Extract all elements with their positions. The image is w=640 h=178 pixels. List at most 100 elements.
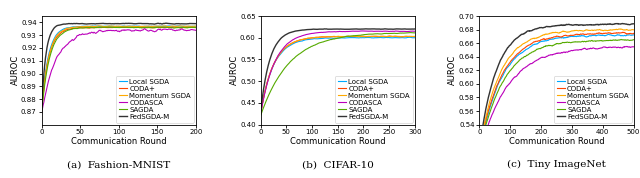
Momentum SGDA	[324, 36, 332, 38]
SAGDA	[476, 151, 483, 154]
Legend: Local SGDA, CODA+, Momentum SGDA, CODASCA, SAGDA, FedSGDA-M: Local SGDA, CODA+, Momentum SGDA, CODASC…	[116, 76, 194, 122]
FedSGDA-M	[400, 28, 408, 30]
CODA+	[577, 33, 584, 35]
Momentum SGDA	[520, 42, 528, 44]
Line: Local SGDA: Local SGDA	[260, 37, 415, 114]
Momentum SGDA	[95, 25, 102, 27]
Local SGDA	[319, 37, 326, 40]
CODA+	[94, 26, 102, 28]
Local SGDA	[38, 111, 45, 113]
Y-axis label: AUROC: AUROC	[11, 55, 20, 85]
Local SGDA	[387, 37, 394, 39]
Line: Local SGDA: Local SGDA	[479, 34, 634, 153]
CODASCA	[604, 46, 611, 49]
FedSGDA-M	[324, 28, 332, 30]
FedSGDA-M	[520, 32, 528, 35]
FedSGDA-M	[387, 28, 395, 30]
FedSGDA-M	[381, 28, 388, 30]
SAGDA	[180, 26, 188, 28]
SAGDA	[618, 38, 625, 41]
SAGDA	[378, 33, 386, 35]
Local SGDA	[180, 25, 188, 27]
CODA+	[378, 35, 386, 37]
CODA+	[520, 47, 528, 49]
Y-axis label: AUROC: AUROC	[230, 55, 239, 85]
CODA+	[386, 35, 394, 37]
SAGDA	[407, 32, 415, 34]
FedSGDA-M	[192, 23, 200, 25]
CODA+	[319, 36, 326, 38]
SAGDA	[106, 26, 113, 28]
Momentum SGDA	[38, 111, 45, 113]
CODASCA	[180, 29, 188, 31]
FedSGDA-M	[476, 148, 483, 150]
CODASCA	[378, 30, 386, 32]
SAGDA	[38, 104, 46, 106]
Momentum SGDA	[94, 25, 102, 27]
FedSGDA-M	[52, 26, 60, 28]
CODA+	[476, 149, 483, 151]
Momentum SGDA	[362, 36, 370, 38]
CODA+	[575, 33, 582, 36]
Local SGDA	[192, 25, 200, 27]
Title: (a)  Fashion-MNIST: (a) Fashion-MNIST	[67, 160, 170, 169]
CODASCA	[514, 74, 522, 76]
SAGDA	[52, 40, 60, 43]
FedSGDA-M	[362, 28, 370, 30]
Line: SAGDA: SAGDA	[479, 40, 634, 153]
FedSGDA-M	[180, 23, 188, 25]
FedSGDA-M	[411, 28, 419, 30]
Local SGDA	[605, 33, 612, 35]
FedSGDA-M	[577, 24, 584, 26]
Line: CODASCA: CODASCA	[42, 29, 196, 113]
CODASCA	[257, 114, 264, 116]
CODASCA	[575, 49, 582, 51]
Local SGDA	[406, 36, 414, 38]
Local SGDA	[532, 43, 540, 45]
CODASCA	[52, 59, 60, 62]
FedSGDA-M	[604, 23, 611, 25]
CODASCA	[38, 112, 45, 114]
X-axis label: Communication Round: Communication Round	[290, 137, 385, 146]
FedSGDA-M	[378, 28, 386, 30]
Legend: Local SGDA, CODA+, Momentum SGDA, CODASCA, SAGDA, FedSGDA-M: Local SGDA, CODA+, Momentum SGDA, CODASC…	[335, 76, 413, 122]
CODASCA	[476, 153, 483, 155]
SAGDA	[532, 49, 540, 52]
CODA+	[411, 35, 419, 38]
Local SGDA	[476, 151, 483, 154]
Line: CODA+: CODA+	[260, 36, 415, 114]
Momentum SGDA	[630, 29, 637, 31]
CODA+	[619, 31, 627, 33]
CODA+	[387, 35, 395, 37]
CODA+	[192, 27, 200, 29]
SAGDA	[362, 33, 370, 36]
SAGDA	[387, 32, 394, 35]
CODA+	[170, 26, 177, 28]
Local SGDA	[411, 37, 419, 39]
Momentum SGDA	[192, 25, 200, 27]
Momentum SGDA	[122, 25, 129, 27]
Legend: Local SGDA, CODA+, Momentum SGDA, CODASCA, SAGDA, FedSGDA-M: Local SGDA, CODA+, Momentum SGDA, CODASC…	[554, 76, 632, 122]
FedSGDA-M	[38, 94, 46, 96]
CODA+	[630, 32, 637, 35]
Local SGDA	[399, 37, 407, 39]
FedSGDA-M	[121, 22, 129, 25]
CODASCA	[623, 45, 630, 48]
Local SGDA	[514, 55, 522, 57]
FedSGDA-M	[38, 108, 45, 110]
CODA+	[514, 53, 522, 55]
SAGDA	[94, 26, 102, 28]
Title: (b)  CIFAR-10: (b) CIFAR-10	[301, 160, 374, 169]
SAGDA	[102, 26, 110, 28]
Line: CODA+: CODA+	[42, 27, 196, 110]
Momentum SGDA	[411, 35, 419, 37]
CODA+	[362, 35, 370, 38]
CODASCA	[520, 67, 528, 69]
Momentum SGDA	[257, 113, 264, 115]
SAGDA	[630, 39, 637, 41]
Momentum SGDA	[577, 30, 584, 32]
Local SGDA	[362, 36, 370, 39]
CODA+	[180, 26, 188, 28]
Local SGDA	[577, 35, 584, 37]
Momentum SGDA	[532, 37, 540, 39]
